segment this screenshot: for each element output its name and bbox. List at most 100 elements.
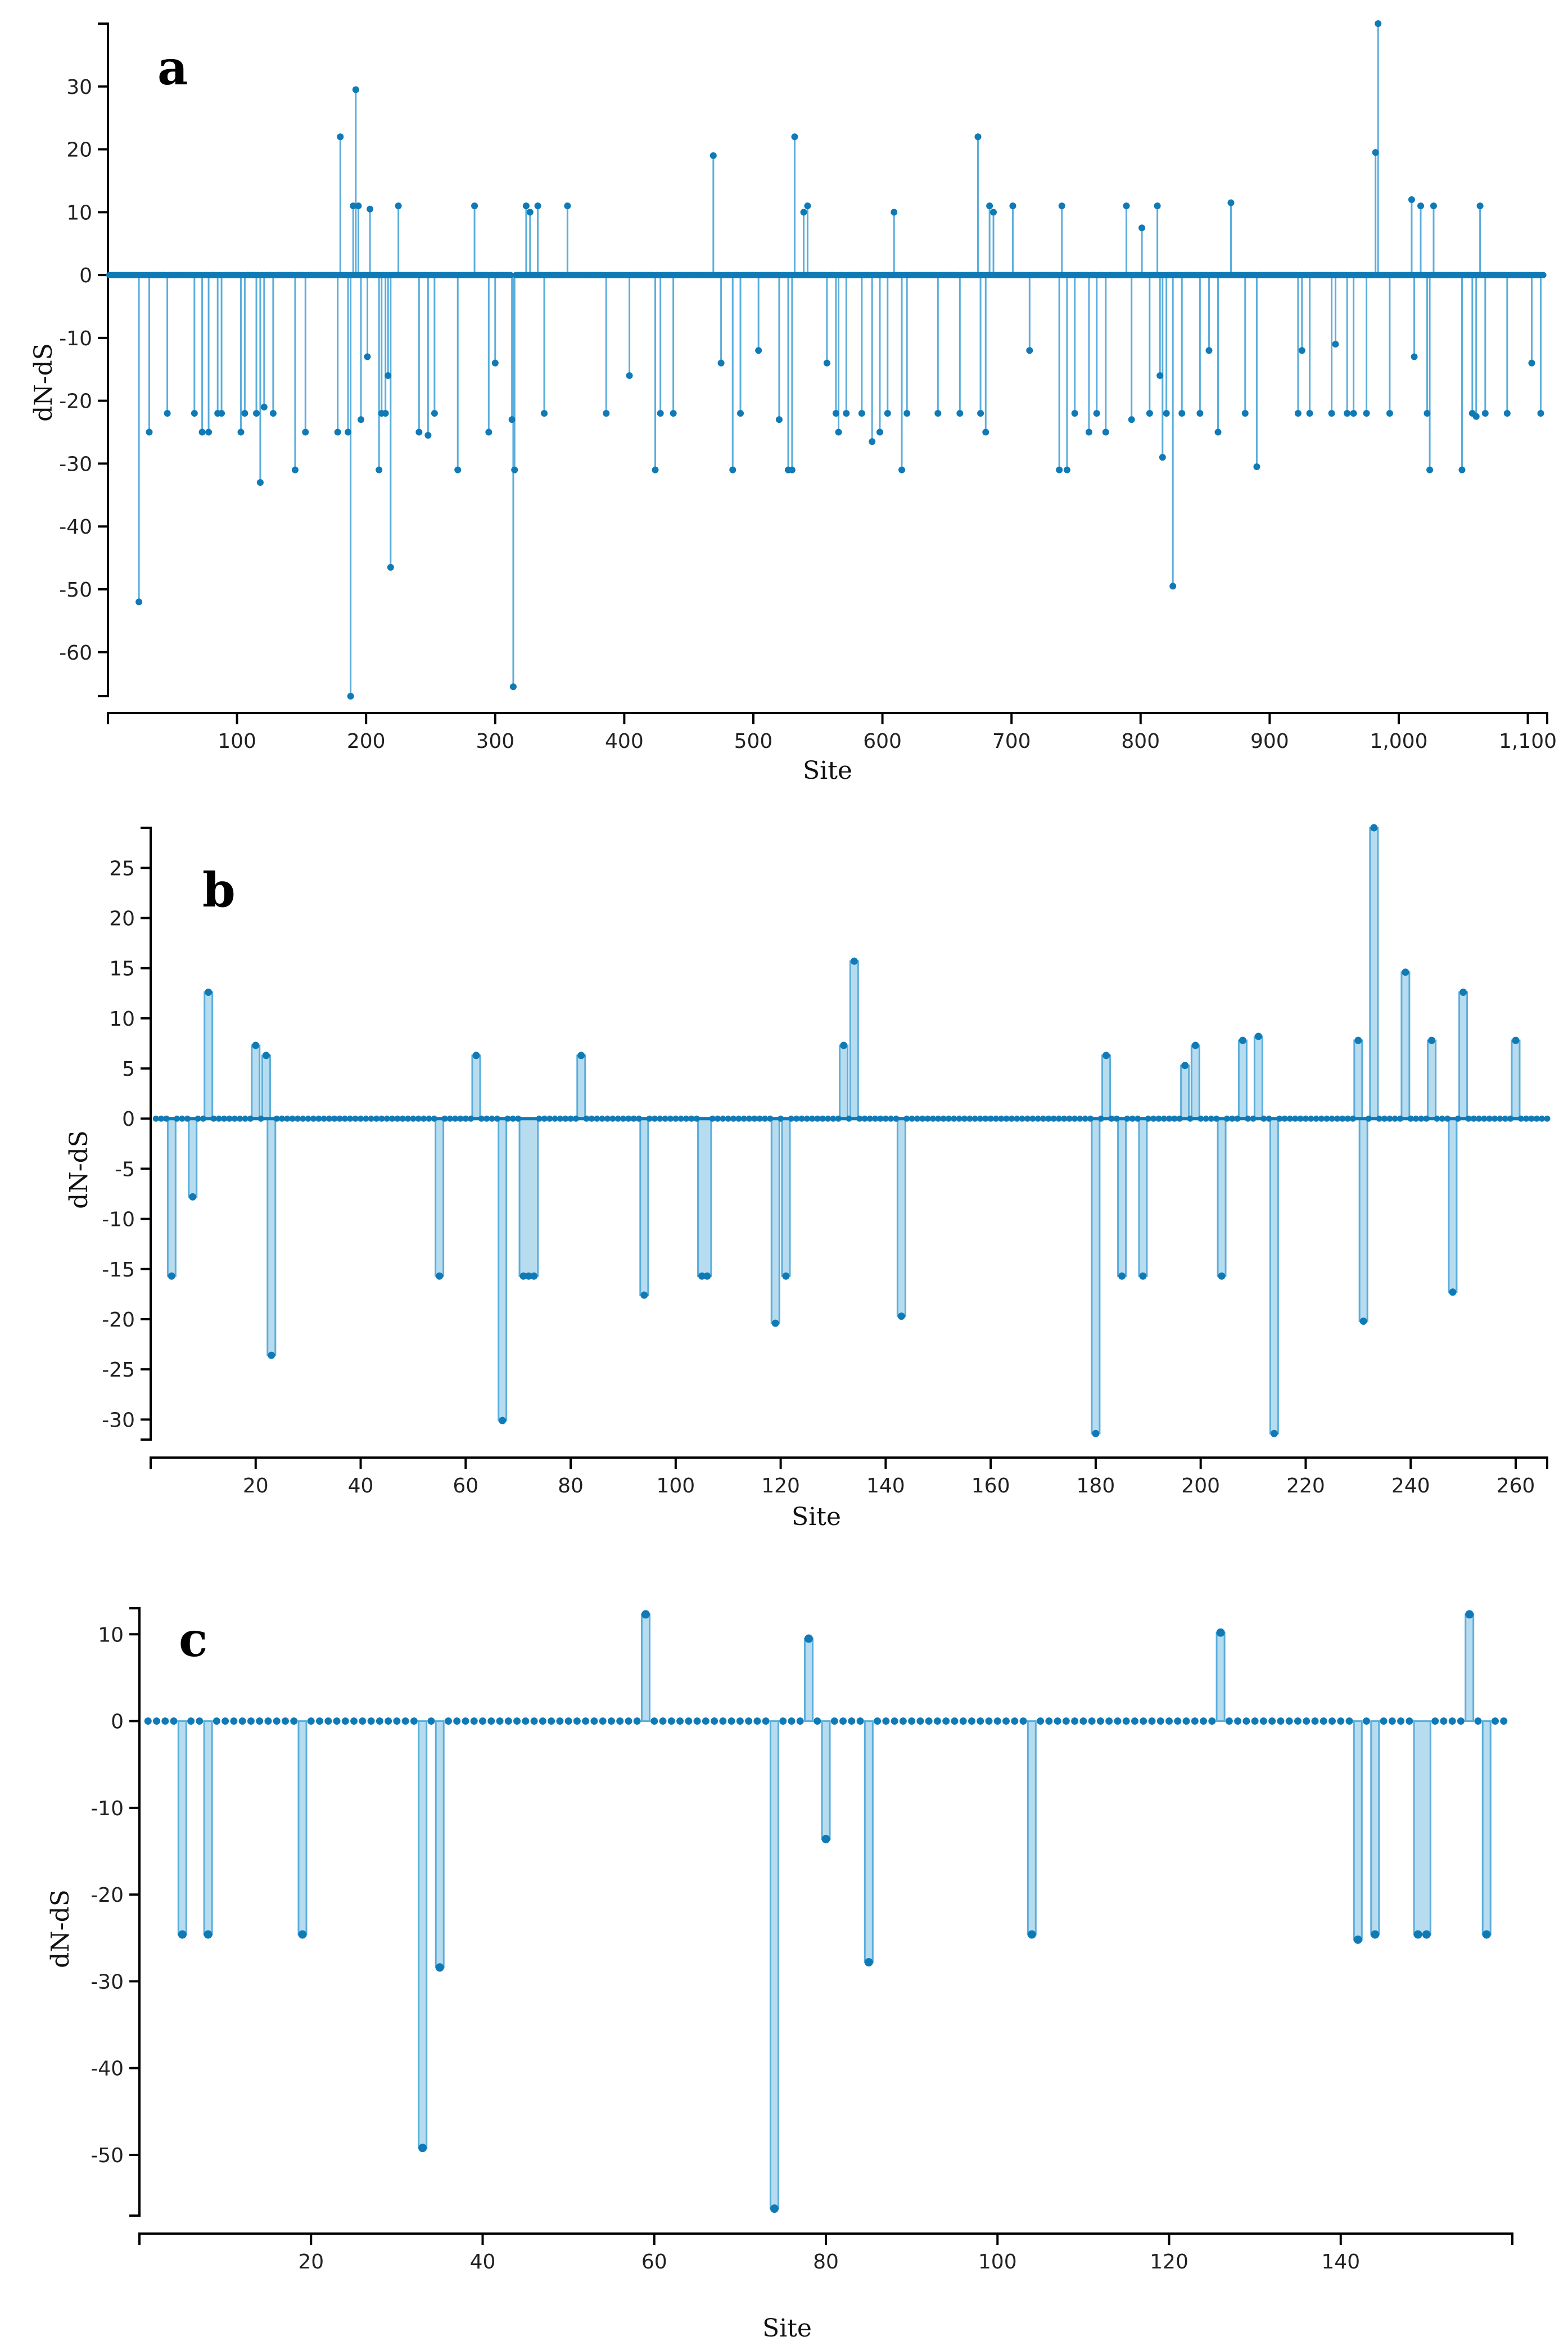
panel-a-data-point xyxy=(903,410,911,417)
panel-c-site-point xyxy=(1071,1717,1079,1725)
panel-b-value-bar xyxy=(1138,1117,1148,1277)
panel-c-x-tick-label: 20 xyxy=(298,2250,324,2274)
panel-c-value-bar xyxy=(297,1720,308,1936)
panel-a-letter: a xyxy=(157,40,188,96)
panel-c-site-point xyxy=(427,1717,435,1725)
panel-a-y-axis xyxy=(98,22,109,697)
panel-c-value-bar xyxy=(821,1720,831,1840)
panel-b-site-point xyxy=(662,1115,668,1122)
panel-a-data-point xyxy=(775,416,783,423)
panel-b-value-bar xyxy=(639,1117,649,1296)
panel-a-data-point xyxy=(1472,413,1480,420)
panel-a-data-point xyxy=(1537,410,1544,417)
panel-b-site-point xyxy=(1339,1115,1346,1122)
panel-c-value-bar xyxy=(177,1720,187,1936)
panel-b-site-point xyxy=(620,1115,626,1122)
panel-c-data-point xyxy=(770,2204,779,2213)
panel-b-site-point xyxy=(1476,1115,1483,1122)
panel-b-site-point xyxy=(383,1115,390,1122)
panel-c-data-point xyxy=(804,1634,813,1643)
panel-a-data-point xyxy=(835,428,842,436)
panel-b-site-point xyxy=(284,1115,291,1122)
panel-b-site-point xyxy=(1072,1115,1078,1122)
panel-a-data-point xyxy=(337,133,344,141)
panel-c-site-point xyxy=(1208,1717,1216,1725)
panel-b-data-point xyxy=(897,1312,905,1320)
panel-c-site-point xyxy=(951,1717,959,1725)
panel-b-site-point xyxy=(1155,1115,1162,1122)
panel-a-data-point xyxy=(1196,410,1204,417)
panel-b-data-point xyxy=(1218,1272,1226,1280)
panel-b-value-bar xyxy=(1353,1039,1363,1120)
panel-c-y-axis-title: dN-dS xyxy=(46,1889,75,1968)
panel-b-site-point xyxy=(1108,1115,1115,1122)
panel-b-site-point xyxy=(410,1115,417,1122)
panel-b-site-point xyxy=(226,1115,233,1122)
panel-b-site-point xyxy=(1497,1115,1503,1122)
panel-c-site-point xyxy=(1182,1717,1190,1725)
panel-b-x-tick-label: 180 xyxy=(1077,1474,1115,1497)
panel-b-data-point xyxy=(1139,1272,1147,1280)
panel-a-data-point xyxy=(347,693,354,700)
panel-c-site-point xyxy=(736,1717,744,1725)
panel-c-site-point xyxy=(281,1717,289,1725)
panel-c-site-point xyxy=(1474,1717,1482,1725)
panel-c-site-point xyxy=(667,1717,675,1725)
panel-c-site-point xyxy=(513,1717,521,1725)
panel-b-value-bar xyxy=(1180,1065,1190,1120)
panel-c-site-point xyxy=(1045,1717,1053,1725)
panel-c-site-point xyxy=(788,1717,796,1725)
panel-b-y-tick-label: -25 xyxy=(102,1359,135,1382)
panel-a-data-point xyxy=(823,359,830,367)
panel-b: b dN-dS Site 25 20 15 10 5 0 -5 -10 -15 -20 -25 -30… xyxy=(65,824,1551,1531)
panel-c-site-point xyxy=(1114,1717,1122,1725)
panel-c-site-point xyxy=(1457,1717,1465,1725)
panel-a-y-tick-label: -50 xyxy=(59,579,92,602)
panel-c-data-point xyxy=(1413,1930,1422,1939)
panel-a-y-tick-label: 10 xyxy=(66,201,92,224)
panel-b-data-point xyxy=(850,957,858,965)
panel-b-site-point xyxy=(1150,1115,1157,1122)
panel-b-site-point xyxy=(1087,1115,1094,1122)
panel-b-site-point xyxy=(462,1115,469,1122)
panel-a-data-point xyxy=(1063,466,1070,473)
panel-b-site-point xyxy=(935,1115,942,1122)
panel-b-site-point xyxy=(746,1115,753,1122)
panel-c-site-point xyxy=(393,1717,401,1725)
panel-b-site-point xyxy=(956,1115,963,1122)
panel-c-site-point xyxy=(504,1717,512,1725)
panel-b-site-point xyxy=(1176,1115,1183,1122)
panel-b-site-point xyxy=(184,1115,191,1122)
panel-b-data-point xyxy=(1191,1041,1199,1049)
panel-a-data-point xyxy=(241,410,248,417)
panel-c-site-point xyxy=(230,1717,238,1725)
panel-a-data-point xyxy=(1056,466,1063,473)
panel-a-data-point xyxy=(485,428,492,436)
panel-b-site-point xyxy=(158,1115,165,1122)
panel-a-data-point xyxy=(788,466,796,473)
panel-c-site-point xyxy=(367,1717,375,1725)
panel-b-site-point xyxy=(1349,1115,1356,1122)
panel-b-x-tick-label: 240 xyxy=(1391,1474,1430,1497)
panel-c-site-point xyxy=(462,1717,469,1725)
panel-b-site-point xyxy=(1040,1115,1047,1122)
panel-c-site-point xyxy=(1011,1717,1019,1725)
panel-b-data-point xyxy=(499,1417,507,1424)
panel-b-site-point xyxy=(536,1115,543,1122)
panel-c-site-point xyxy=(959,1717,967,1725)
panel-a-data-point xyxy=(1128,416,1135,423)
panel-c-site-point xyxy=(1277,1717,1285,1725)
panel-b-site-point xyxy=(1266,1115,1272,1122)
panel-b-site-point xyxy=(1318,1115,1325,1122)
panel-b-site-point xyxy=(583,1115,590,1122)
panel-a-data-point xyxy=(1503,410,1511,417)
panel-b-site-point xyxy=(798,1115,805,1122)
panel-a-data-point xyxy=(1227,199,1235,206)
panel-b-site-point xyxy=(1145,1115,1151,1122)
panel-a-data-point xyxy=(1085,428,1092,436)
panel-b-site-point xyxy=(861,1115,868,1122)
panel-b-value-bar xyxy=(576,1054,586,1120)
panel-b-site-point xyxy=(326,1115,333,1122)
panel-c-x-tick-label: 60 xyxy=(641,2250,667,2274)
